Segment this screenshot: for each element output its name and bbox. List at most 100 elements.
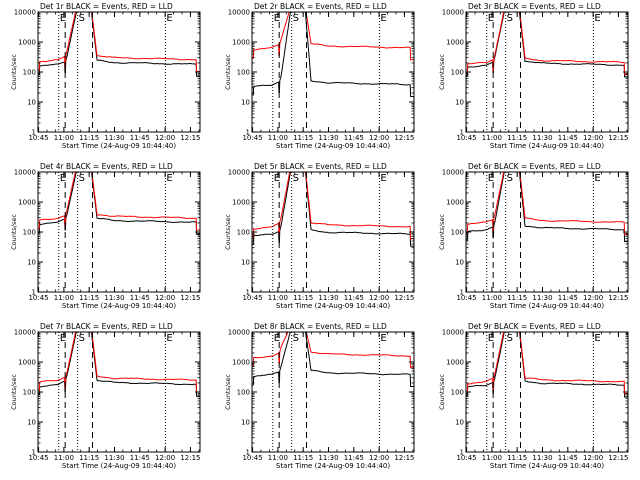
- y-tick-label: 100: [23, 389, 36, 397]
- x-tick-label: 11:45: [558, 134, 578, 142]
- event-marker-label: S: [507, 173, 513, 184]
- y-tick-label: 1: [460, 129, 464, 137]
- x-tick-label: 12:15: [180, 134, 200, 142]
- chart-panel: Det 3r BLACK = Events, RED = LLD E S E 1 10 10…: [438, 2, 629, 150]
- y-tick-label: 100: [451, 229, 464, 237]
- y-tick-label: 100: [237, 69, 250, 77]
- x-tick-label: 11:00: [268, 134, 288, 142]
- x-tick-label: 11:45: [130, 134, 150, 142]
- x-tick-label: 11:15: [293, 454, 313, 462]
- y-tick-label: 1000: [18, 359, 36, 367]
- event-marker-label: S: [79, 333, 85, 344]
- x-tick-label: 11:45: [344, 294, 364, 302]
- event-marker-label: E: [380, 333, 386, 344]
- y-tick-label: 10: [455, 259, 464, 267]
- y-axis-label: Counts/sec: [10, 214, 18, 250]
- y-tick-label: 1000: [18, 199, 36, 207]
- panel-title: Det 2r BLACK = Events, RED = LLD: [254, 2, 387, 11]
- lld-series-line: [466, 172, 628, 235]
- x-tick-label: 12:15: [394, 454, 414, 462]
- x-tick-label: 11:15: [507, 454, 527, 462]
- chart-panel: Det 8r BLACK = Events, RED = LLD E S E 1 10 10…: [224, 322, 415, 470]
- chart-panel: Det 6r BLACK = Events, RED = LLD E S E 1 10 10…: [438, 162, 629, 310]
- x-tick-label: 11:45: [344, 454, 364, 462]
- y-tick-label: 10: [455, 419, 464, 427]
- event-marker-label: E: [594, 173, 600, 184]
- x-tick-label: 12:00: [155, 134, 175, 142]
- y-tick-label: 10: [241, 99, 250, 107]
- chart-panel: Det 7r BLACK = Events, RED = LLD E S E 1 10 10…: [10, 322, 201, 470]
- x-tick-label: 12:00: [583, 454, 603, 462]
- x-axis-label: Start Time (24-Aug-09 10:44:40): [490, 142, 604, 150]
- plot-frame: [465, 11, 629, 133]
- x-tick-label: 11:00: [482, 454, 502, 462]
- panel-title: Det 3r BLACK = Events, RED = LLD: [468, 2, 601, 11]
- x-tick-label: 12:00: [583, 134, 603, 142]
- x-tick-label: 11:00: [54, 134, 74, 142]
- x-tick-label: 11:00: [482, 294, 502, 302]
- x-tick-label: 12:15: [608, 294, 628, 302]
- y-tick-label: 10: [241, 259, 250, 267]
- x-axis-label: Start Time (24-Aug-09 10:44:40): [62, 302, 176, 310]
- event-marker-label: E: [60, 173, 66, 184]
- y-tick-label: 100: [237, 389, 250, 397]
- x-tick-label: 12:15: [180, 294, 200, 302]
- plot-frame: [465, 331, 629, 453]
- y-tick-label: 1000: [232, 39, 250, 47]
- x-axis-label: Start Time (24-Aug-09 10:44:40): [276, 462, 390, 470]
- x-tick-label: 11:15: [79, 454, 99, 462]
- y-tick-label: 10: [27, 259, 36, 267]
- y-tick-label: 1: [460, 289, 464, 297]
- event-marker-label: E: [166, 333, 172, 344]
- event-marker-label: S: [293, 173, 299, 184]
- event-marker-label: S: [79, 13, 85, 24]
- y-tick-label: 10000: [228, 9, 250, 17]
- y-tick-label: 1000: [446, 199, 464, 207]
- y-axis-label: Counts/sec: [224, 374, 232, 410]
- x-tick-label: 10:45: [28, 454, 48, 462]
- x-tick-label: 11:30: [532, 294, 552, 302]
- event-marker-label: E: [380, 173, 386, 184]
- panel-title: Det 7r BLACK = Events, RED = LLD: [40, 322, 173, 331]
- y-tick-label: 1: [246, 289, 250, 297]
- y-tick-label: 1: [246, 129, 250, 137]
- event-marker-label: E: [380, 13, 386, 24]
- y-tick-label: 1000: [232, 359, 250, 367]
- chart-panel: Det 9r BLACK = Events, RED = LLD E S E 1 10 10…: [438, 322, 629, 470]
- y-axis-label: Counts/sec: [438, 54, 446, 90]
- y-tick-label: 10000: [442, 329, 464, 337]
- x-tick-label: 11:45: [558, 454, 578, 462]
- y-tick-label: 10000: [442, 9, 464, 17]
- y-tick-label: 100: [451, 389, 464, 397]
- x-tick-label: 11:00: [482, 134, 502, 142]
- x-tick-label: 11:30: [104, 454, 124, 462]
- panel-title: Det 9r BLACK = Events, RED = LLD: [468, 322, 601, 331]
- y-tick-label: 1000: [446, 359, 464, 367]
- x-tick-label: 11:30: [532, 454, 552, 462]
- x-tick-label: 11:30: [318, 454, 338, 462]
- y-axis-label: Counts/sec: [438, 374, 446, 410]
- x-tick-label: 12:15: [394, 134, 414, 142]
- event-marker-label: E: [488, 333, 494, 344]
- x-tick-label: 11:30: [104, 294, 124, 302]
- x-axis-label: Start Time (24-Aug-09 10:44:40): [276, 302, 390, 310]
- x-tick-label: 11:30: [532, 134, 552, 142]
- event-marker-label: E: [166, 173, 172, 184]
- panel-title: Det 4r BLACK = Events, RED = LLD: [40, 162, 173, 171]
- events-series-line: [38, 172, 200, 235]
- event-marker-label: E: [274, 173, 280, 184]
- event-marker-label: S: [293, 333, 299, 344]
- x-tick-label: 12:00: [583, 294, 603, 302]
- x-tick-label: 10:45: [456, 454, 476, 462]
- panel-title: Det 1r BLACK = Events, RED = LLD: [40, 2, 173, 11]
- x-tick-label: 11:15: [507, 134, 527, 142]
- y-tick-label: 1000: [18, 39, 36, 47]
- y-tick-label: 100: [451, 69, 464, 77]
- y-tick-label: 1: [32, 289, 36, 297]
- x-tick-label: 12:15: [608, 454, 628, 462]
- x-tick-label: 11:30: [104, 134, 124, 142]
- x-tick-label: 11:45: [558, 294, 578, 302]
- event-marker-label: S: [507, 13, 513, 24]
- x-tick-label: 10:45: [456, 294, 476, 302]
